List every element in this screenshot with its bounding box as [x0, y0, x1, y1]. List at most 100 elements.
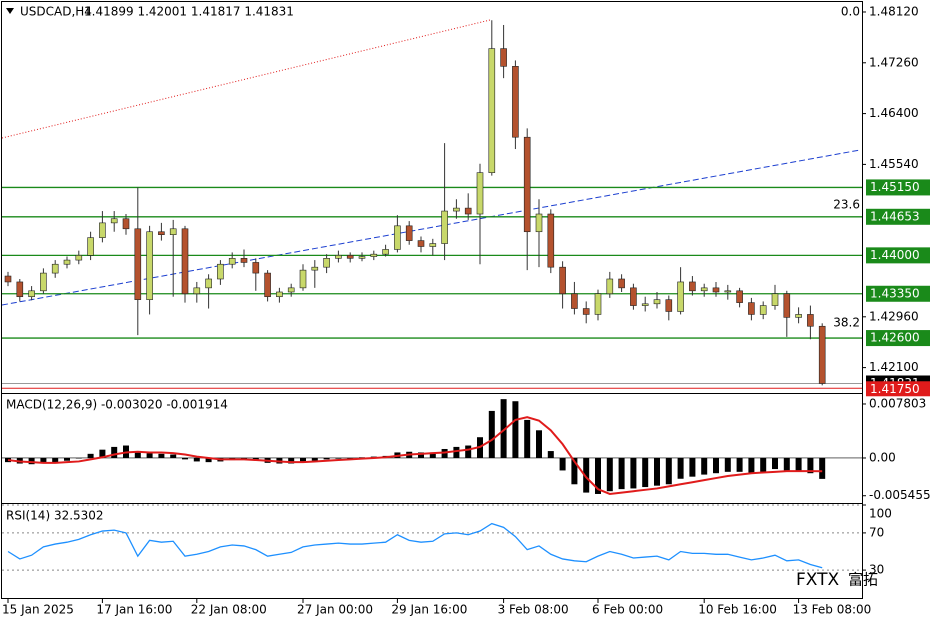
quote: 1.41899 1.42001 1.41817 1.41831 — [84, 5, 294, 19]
y-tick-label: 70 — [869, 525, 884, 539]
macd-bar — [724, 457, 731, 472]
candle-body — [346, 255, 354, 259]
candle-body — [405, 225, 413, 241]
candle-body — [417, 240, 425, 247]
candle-body — [4, 275, 12, 283]
macd-bar — [64, 457, 70, 461]
macd-bar — [760, 457, 767, 472]
x-tick-label: 13 Feb 08:00 — [793, 603, 872, 617]
candle-body — [370, 253, 378, 257]
fib-label: 23.6 — [833, 198, 860, 212]
candle-body — [40, 272, 47, 292]
candle-body — [394, 225, 401, 250]
y-tick-label: 1.42100 — [869, 360, 919, 374]
candle-body — [759, 305, 767, 315]
macd-bar — [583, 457, 590, 493]
candle-body — [712, 287, 720, 293]
candle-body — [75, 255, 83, 261]
fib-label: 0.0 — [841, 5, 860, 19]
candle-body — [335, 255, 342, 259]
candle-body — [63, 259, 71, 265]
candle-body — [653, 299, 661, 305]
macd-bar — [500, 399, 507, 458]
macd-bar — [536, 430, 542, 458]
macd-bar — [748, 457, 755, 473]
x-tick-label: 17 Jan 16:00 — [96, 603, 172, 617]
macd-bar — [547, 451, 554, 458]
candle-body — [287, 287, 295, 293]
macd-bar — [40, 457, 47, 464]
y-tick-label: 1.42960 — [869, 309, 919, 323]
candle-body — [807, 314, 814, 327]
macd-bar — [783, 457, 790, 471]
macd-bar — [807, 457, 814, 474]
candle-body — [641, 303, 649, 306]
rsi-title: RSI(14) 32.5302 — [6, 509, 104, 523]
menu-triangle[interactable] — [6, 8, 14, 14]
macd-bar — [87, 453, 94, 458]
macd-bar — [146, 453, 153, 458]
candle-body — [535, 213, 543, 233]
candle-body — [429, 243, 437, 247]
level-label-box — [866, 247, 930, 264]
candle-body — [228, 258, 236, 265]
macd-bar — [559, 457, 566, 471]
y-tick-label: 30 — [869, 563, 884, 577]
macd-bar — [571, 457, 578, 485]
candle-body — [146, 231, 153, 300]
macd-bar — [288, 457, 295, 464]
candle-body — [51, 263, 59, 274]
candle-body — [559, 266, 566, 295]
macd-bar — [193, 457, 200, 462]
macd-bar — [52, 457, 59, 463]
macd-bar — [630, 457, 637, 489]
macd-bar — [713, 457, 719, 474]
candle-body — [488, 48, 496, 173]
candle-body — [441, 210, 448, 244]
level-label: 1.44653 — [870, 209, 920, 223]
macd-bar — [772, 457, 778, 470]
macd-bar — [134, 452, 141, 458]
y-tick-label: 0.007803 — [869, 397, 926, 411]
candle-body — [818, 325, 826, 384]
macd-bar — [524, 419, 531, 458]
candle-body — [724, 290, 732, 293]
candle-body — [28, 290, 35, 298]
macd-bar — [418, 452, 424, 458]
candle-body — [205, 278, 212, 289]
candle-body — [193, 287, 201, 295]
candle-body — [134, 228, 142, 300]
candle-body — [382, 249, 389, 255]
macd-bar — [300, 457, 306, 462]
candle-body — [571, 293, 578, 309]
macd-bar — [677, 457, 684, 479]
candle-body — [630, 287, 637, 306]
macd-bar — [158, 453, 165, 458]
level-label: 1.42600 — [870, 331, 920, 345]
y-tick-label: 0.00 — [869, 450, 896, 464]
candle-body — [453, 207, 460, 212]
level-label-box — [866, 208, 930, 225]
candle-body — [158, 231, 165, 235]
plot-frame — [1, 1, 863, 599]
level-label-box — [866, 285, 930, 302]
candle-body — [500, 48, 507, 67]
macd-bar — [170, 454, 177, 458]
level-label: 1.45150 — [870, 180, 920, 194]
level-label: 1.43350 — [870, 286, 920, 300]
macd-bar — [654, 457, 660, 486]
candle-body — [264, 272, 271, 298]
x-tick-label: 6 Feb 00:00 — [592, 603, 663, 617]
macd-bar — [429, 452, 436, 458]
y-tick-label: 1.48120 — [869, 4, 919, 18]
candle-body — [783, 293, 791, 318]
candle-body — [87, 237, 94, 256]
level-label-box — [866, 330, 930, 347]
candle-body — [181, 228, 189, 295]
candle-body — [512, 66, 519, 138]
macd-bar — [182, 457, 188, 460]
y-tick-label: 1.45540 — [869, 157, 919, 171]
macd-bar — [441, 448, 448, 458]
y-tick-label: -0.005455 — [869, 488, 931, 502]
